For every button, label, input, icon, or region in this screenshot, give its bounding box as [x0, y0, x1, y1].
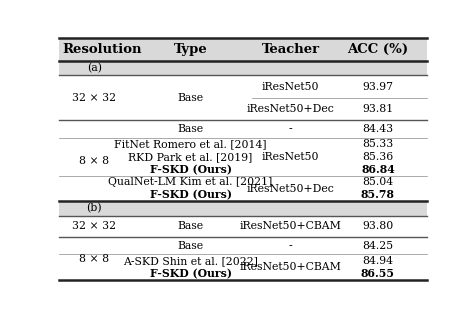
Text: Base: Base: [178, 124, 204, 134]
Text: Teacher: Teacher: [262, 43, 320, 56]
Text: 8 × 8: 8 × 8: [79, 254, 109, 264]
Text: 32 × 32: 32 × 32: [72, 221, 116, 231]
Text: 85.78: 85.78: [361, 190, 395, 200]
Text: (b): (b): [86, 203, 102, 214]
Text: -: -: [289, 241, 292, 251]
Text: A-SKD Shin et al. [2022]: A-SKD Shin et al. [2022]: [123, 256, 258, 266]
Text: 86.55: 86.55: [361, 268, 395, 279]
Text: 93.80: 93.80: [362, 221, 393, 231]
Text: 85.33: 85.33: [362, 139, 393, 149]
Text: Base: Base: [178, 93, 204, 103]
Text: iResNet50+CBAM: iResNet50+CBAM: [240, 262, 342, 272]
Text: FitNet Romero et al. [2014]: FitNet Romero et al. [2014]: [114, 139, 267, 149]
Text: RKD Park et al. [2019]: RKD Park et al. [2019]: [128, 152, 253, 162]
Bar: [59, 38, 427, 61]
Text: 84.43: 84.43: [362, 124, 393, 134]
Text: (a): (a): [87, 63, 101, 74]
Bar: [59, 202, 427, 215]
Text: F-SKD (Ours): F-SKD (Ours): [150, 268, 232, 279]
Text: ACC (%): ACC (%): [347, 43, 409, 56]
Text: iResNet50: iResNet50: [262, 82, 319, 92]
Text: 86.84: 86.84: [361, 164, 395, 175]
Text: 93.81: 93.81: [362, 104, 393, 114]
Text: 84.25: 84.25: [362, 241, 393, 251]
Text: 93.97: 93.97: [363, 82, 393, 92]
Text: F-SKD (Ours): F-SKD (Ours): [150, 190, 232, 200]
Bar: [59, 61, 427, 76]
Text: iResNet50+Dec: iResNet50+Dec: [247, 104, 335, 114]
Text: -: -: [289, 124, 292, 134]
Text: iResNet50+Dec: iResNet50+Dec: [247, 184, 335, 193]
Text: Base: Base: [178, 241, 204, 251]
Text: 85.04: 85.04: [362, 177, 393, 187]
Text: 85.36: 85.36: [362, 152, 393, 162]
Text: iResNet50+CBAM: iResNet50+CBAM: [240, 221, 342, 231]
Text: iResNet50: iResNet50: [262, 152, 319, 162]
Text: 8 × 8: 8 × 8: [79, 156, 109, 166]
Text: Base: Base: [178, 221, 204, 231]
Text: QualNet-LM Kim et al. [2021]: QualNet-LM Kim et al. [2021]: [109, 177, 273, 187]
Text: F-SKD (Ours): F-SKD (Ours): [150, 164, 232, 175]
Text: 32 × 32: 32 × 32: [72, 93, 116, 103]
Text: 84.94: 84.94: [363, 256, 393, 266]
Text: Type: Type: [173, 43, 208, 56]
Text: Resolution: Resolution: [62, 43, 142, 56]
